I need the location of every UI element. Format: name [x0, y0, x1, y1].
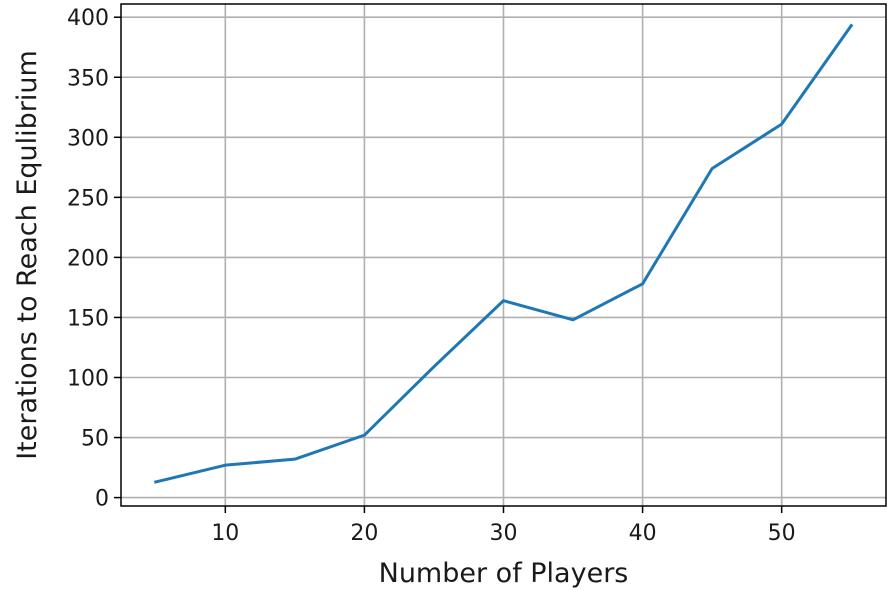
- y-tick-label: 300: [67, 126, 109, 151]
- y-axis-label: Iterations to Reach Equlibrium: [12, 50, 43, 460]
- y-tick-label: 350: [67, 66, 109, 91]
- y-tick-label: 100: [67, 366, 109, 391]
- y-tick-label: 250: [67, 186, 109, 211]
- series-line: [153, 23, 854, 484]
- y-tick-label: 200: [67, 246, 109, 271]
- y-tick-label: 150: [67, 306, 109, 331]
- x-tick-label: 10: [211, 521, 239, 546]
- x-tick-label: 30: [490, 521, 518, 546]
- series-layer: [153, 23, 854, 484]
- grid: [121, 4, 886, 506]
- ticks: 10 20 30 40 50 0 50 100 150 200 250 300 350 400: [67, 6, 796, 546]
- x-tick-label: 40: [629, 521, 657, 546]
- x-tick-label: 20: [350, 521, 378, 546]
- x-tick-label: 50: [768, 521, 796, 546]
- x-axis-label: Number of Players: [379, 558, 629, 589]
- y-tick-label: 400: [67, 6, 109, 31]
- y-tick-label: 50: [81, 427, 109, 452]
- y-tick-label: 0: [95, 487, 109, 512]
